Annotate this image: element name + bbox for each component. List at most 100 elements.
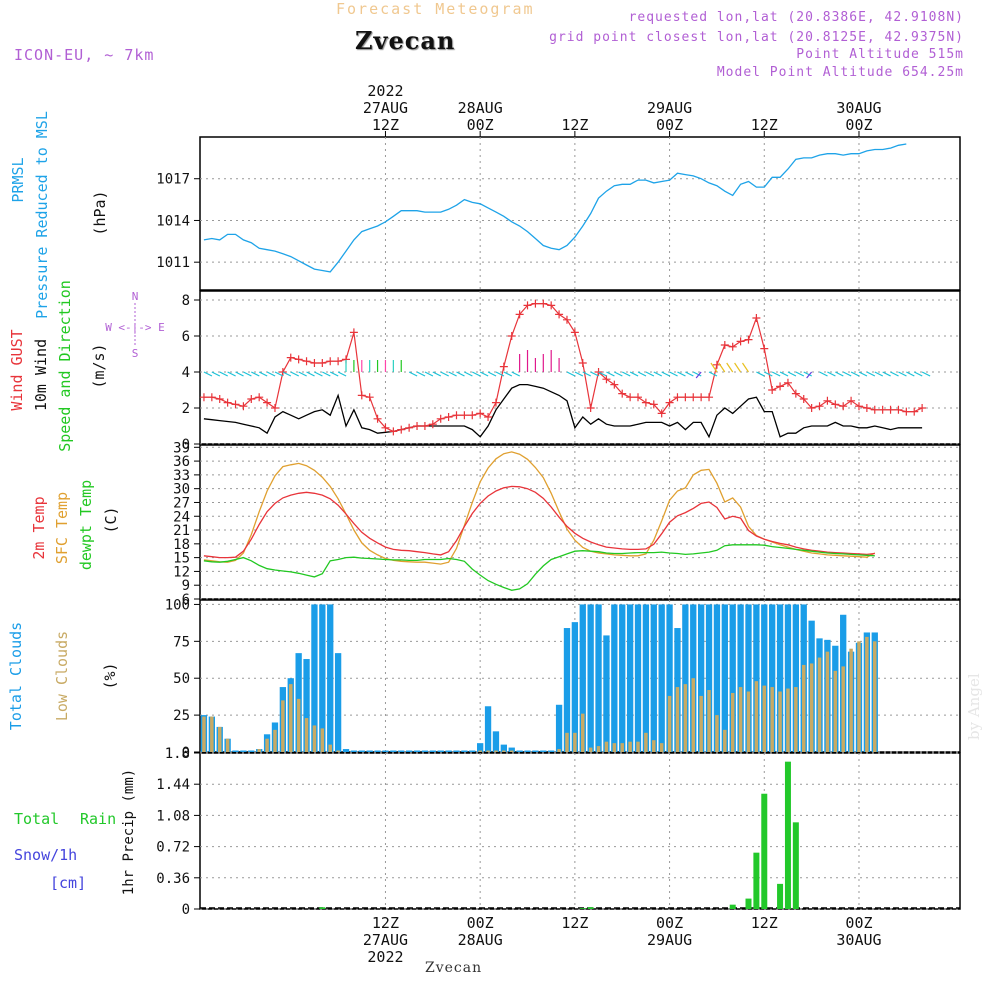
gust-marker [413, 422, 422, 430]
y-tick-label: 36 [173, 454, 190, 470]
total-cloud-bar [358, 750, 365, 752]
low-cloud-bar [849, 648, 853, 752]
y-tick-label: 18 [173, 537, 190, 553]
low-cloud-bar [786, 688, 790, 752]
low-cloud-bar [320, 728, 325, 752]
gust-marker [452, 411, 461, 420]
low-cloud-bar [659, 743, 664, 752]
top-time-label: 00Z [467, 116, 494, 134]
rain-bar [319, 907, 326, 909]
gust-marker [918, 404, 927, 412]
clouds-unit: (%) [101, 662, 119, 689]
gust-marker [728, 342, 737, 351]
wind-arrow [874, 371, 884, 377]
product-title: Forecast Meteogram [336, 0, 535, 18]
gust-marker [270, 404, 279, 412]
low-cloud-bar [612, 743, 617, 752]
total-cloud-bar [461, 750, 468, 752]
rain-label: Rain [80, 810, 116, 828]
wind-arrow [653, 371, 663, 377]
bottom-time-label: 27AUG [363, 931, 408, 949]
temp-unit: (C) [102, 506, 120, 533]
rain-bar [792, 822, 799, 909]
low-cloud-bar [738, 687, 743, 752]
total-cloud-bar [611, 604, 618, 752]
low-cloud-bar [620, 743, 624, 752]
wind-arrow [827, 371, 836, 377]
low-cloud-bar [667, 695, 672, 752]
gust-marker [634, 393, 643, 402]
top-time-label: 30AUG [836, 99, 881, 117]
low-cloud-bar [494, 750, 498, 752]
gust-marker [902, 407, 911, 416]
gust-marker [460, 411, 469, 420]
low-cloud-bar [217, 726, 222, 752]
top-time-label: 00Z [656, 116, 683, 134]
snow-unit-label: [cm] [50, 874, 86, 892]
gust-marker [231, 400, 240, 409]
gust-marker [555, 310, 564, 319]
low-cloud-bar [746, 691, 751, 752]
y-tick-label: 30 [173, 482, 190, 498]
wind-arrow [566, 371, 576, 377]
gust-marker [776, 382, 785, 391]
gust-marker [831, 400, 840, 409]
gust-marker [531, 299, 540, 308]
gust-marker [428, 420, 437, 429]
point-altitude: Point Altitude 515m [796, 47, 964, 62]
y-tick-label: 6 [182, 592, 190, 608]
gust-marker [326, 357, 335, 366]
wind-arrow [708, 371, 718, 377]
wind-arrow [764, 371, 773, 377]
wind-speed-line [203, 383, 923, 439]
total-cloud-bar [437, 750, 444, 752]
wind-arrow [677, 371, 686, 377]
gust-marker [278, 368, 287, 376]
wind-arrow [487, 371, 497, 377]
wind-arrow [298, 371, 307, 377]
y-tick-label: 1.08 [156, 808, 190, 824]
y-tick-label: 6 [182, 329, 190, 345]
wind-arrow [456, 371, 465, 377]
total-cloud-bar [248, 750, 255, 752]
panel-frame-pressure [199, 136, 961, 291]
y-tick-label: 12 [173, 564, 190, 580]
low-cloud-bar [312, 725, 317, 752]
wind-arrow [614, 371, 623, 377]
low-cloud-bar [802, 664, 806, 752]
gust-marker [199, 393, 208, 402]
gust-marker [436, 414, 445, 423]
low-cloud-bar [754, 681, 759, 752]
low-cloud-bar [833, 670, 838, 752]
wind-arrow [637, 371, 647, 377]
wind-arrow [787, 371, 797, 377]
y-tick-label: 15 [173, 551, 190, 567]
gust-marker [247, 395, 256, 403]
wind-arrow [258, 371, 268, 377]
wind-arrow [771, 371, 781, 377]
low-cloud-bar [257, 749, 261, 752]
grid-point-coords: grid point closest lon,lat (20.8125E, 42… [549, 30, 964, 45]
gust-marker [689, 393, 698, 402]
gust-marker [847, 396, 856, 405]
gust-marker [910, 407, 919, 416]
total-cloud-bar [548, 750, 555, 752]
total-cloud-bar [303, 659, 310, 752]
wind-arrow [322, 371, 331, 377]
gust-marker [744, 335, 753, 344]
total-cloud-bar [508, 747, 515, 752]
bottom-time-label: 29AUG [647, 931, 692, 949]
y-tick-label: 1014 [156, 213, 190, 229]
gust-marker [570, 328, 579, 337]
total-cloud-bar [413, 750, 421, 752]
wind-arrow [440, 371, 449, 377]
low-cloud-bar [809, 663, 814, 752]
bottom-time-label: 00Z [845, 914, 872, 932]
low-cloud-bar [817, 657, 822, 752]
total-cloud-bar [753, 604, 760, 752]
low-cloud-bar [273, 729, 277, 752]
low-cloud-bar [707, 690, 711, 752]
wind-unit: (m/s) [90, 343, 108, 388]
gust-marker [697, 393, 706, 402]
